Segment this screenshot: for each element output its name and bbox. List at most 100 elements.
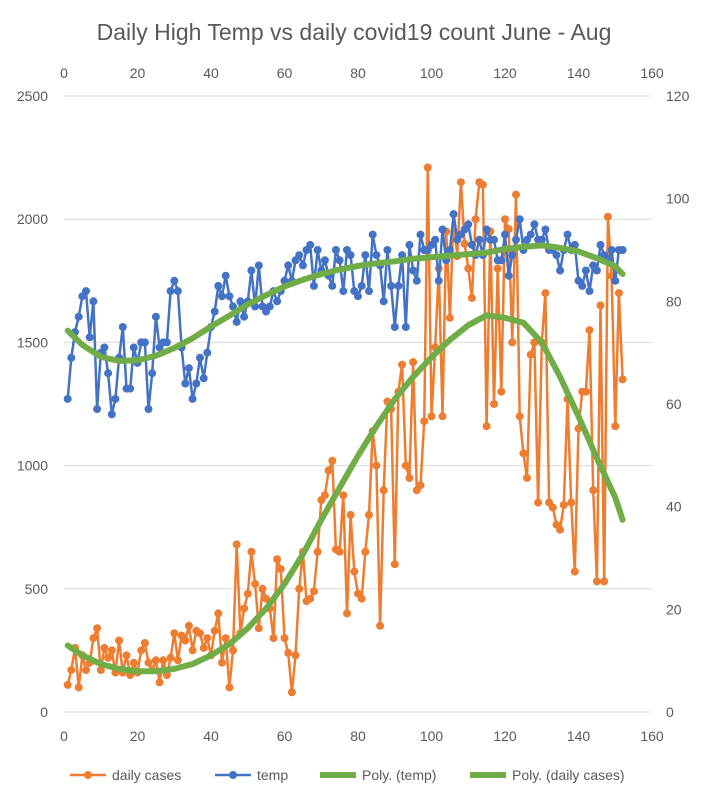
legend: daily cases temp Poly. (temp) Poly. (daily … — [70, 767, 625, 783]
data-point — [240, 312, 249, 321]
data-point — [287, 688, 296, 697]
data-point — [74, 683, 83, 692]
data-point — [464, 220, 473, 229]
data-point — [376, 621, 385, 630]
data-point — [269, 634, 278, 643]
data-point — [170, 629, 179, 638]
series-poly-temp — [64, 242, 626, 364]
data-point — [107, 410, 116, 419]
y-right-tick-label: 20 — [666, 601, 682, 617]
data-point — [581, 387, 590, 396]
x-tick-label-bottom: 160 — [640, 728, 664, 744]
data-point — [280, 634, 289, 643]
y-left-tick-label: 0 — [40, 704, 48, 720]
data-point — [523, 473, 531, 482]
data-point — [155, 678, 164, 687]
data-point — [519, 449, 528, 458]
data-point — [240, 604, 249, 613]
y-left-tick-label: 1500 — [17, 334, 48, 350]
legend-item: daily cases — [70, 767, 181, 783]
data-point — [192, 379, 201, 388]
y-right-tick-label: 120 — [666, 88, 690, 104]
data-point — [129, 658, 138, 667]
data-point — [346, 251, 355, 260]
legend-marker — [229, 771, 237, 779]
legend-label: daily cases — [112, 767, 181, 783]
data-point — [111, 394, 120, 403]
data-point — [387, 281, 396, 290]
legend-marker — [84, 771, 92, 779]
data-point — [210, 307, 219, 316]
data-point — [501, 230, 509, 239]
x-tick-label-top: 160 — [640, 65, 664, 81]
data-point — [306, 594, 315, 603]
data-point — [614, 289, 623, 298]
data-point — [361, 251, 370, 260]
data-point — [394, 281, 403, 290]
data-point — [607, 246, 616, 254]
data-point — [210, 626, 219, 635]
data-point — [295, 584, 304, 593]
data-point — [368, 230, 377, 239]
data-point — [515, 215, 524, 224]
data-point — [585, 287, 594, 296]
data-point — [214, 609, 223, 618]
x-tick-label-top: 100 — [420, 65, 444, 81]
y-right-tick-label: 40 — [666, 499, 682, 515]
data-point — [508, 338, 517, 347]
data-point — [420, 417, 429, 426]
data-point — [309, 587, 318, 596]
y-right-tick-label: 0 — [666, 704, 674, 720]
data-point — [96, 666, 105, 675]
data-point — [501, 215, 509, 224]
data-point — [526, 350, 535, 359]
y-left-tick-label: 2000 — [17, 211, 48, 227]
legend-item: Poly. (temp) — [320, 767, 436, 783]
data-point — [559, 501, 568, 509]
legend-label: Poly. (daily cases) — [512, 767, 625, 783]
data-point — [100, 643, 109, 652]
data-point — [218, 292, 226, 301]
data-point — [63, 394, 72, 403]
data-point — [427, 412, 436, 421]
x-tick-label-bottom: 40 — [203, 728, 219, 744]
data-point — [313, 246, 322, 254]
data-point — [460, 239, 469, 248]
data-point — [497, 387, 506, 396]
data-point — [309, 281, 318, 290]
data-point — [379, 297, 388, 306]
data-point — [170, 276, 179, 285]
data-point — [335, 256, 344, 265]
data-point — [129, 343, 138, 352]
data-point — [82, 287, 90, 296]
data-point — [184, 621, 193, 630]
data-point — [478, 180, 487, 189]
x-tick-label-top: 20 — [130, 65, 146, 81]
data-point — [390, 560, 399, 569]
data-point — [456, 178, 465, 187]
data-point — [67, 353, 76, 362]
data-point — [291, 651, 300, 660]
data-point — [181, 379, 190, 388]
data-point — [265, 302, 274, 311]
data-point — [284, 648, 293, 657]
y-right-tick-label: 100 — [666, 191, 690, 207]
data-point — [541, 225, 550, 234]
data-point — [85, 333, 94, 342]
data-point — [151, 312, 160, 321]
data-point — [354, 292, 362, 301]
y-left-tick-label: 500 — [25, 581, 49, 597]
data-point — [416, 481, 425, 490]
data-point — [335, 547, 344, 556]
x-tick-label-bottom: 120 — [493, 728, 517, 744]
data-point — [596, 240, 605, 249]
data-point — [534, 498, 543, 507]
data-point — [232, 540, 241, 549]
data-point — [63, 680, 72, 689]
data-point — [236, 297, 245, 306]
data-point — [100, 343, 109, 352]
data-point — [184, 364, 193, 373]
data-point — [409, 266, 418, 275]
data-point — [107, 646, 116, 655]
data-point — [490, 235, 498, 244]
